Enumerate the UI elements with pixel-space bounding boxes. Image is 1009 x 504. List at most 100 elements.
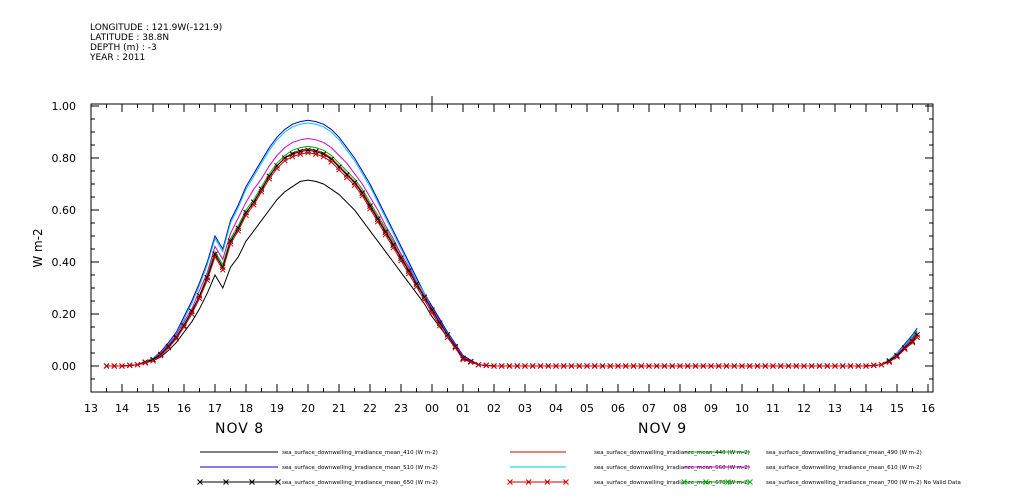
series-marker	[909, 339, 916, 346]
series-marker	[568, 363, 575, 369]
series-marker	[196, 295, 203, 302]
series-marker	[134, 361, 141, 368]
series-marker	[367, 205, 373, 212]
header-year: YEAR : 2011	[89, 53, 145, 63]
series-marker	[560, 363, 567, 369]
series-marker	[615, 363, 621, 369]
series-marker	[312, 151, 319, 157]
series-marker	[343, 174, 350, 181]
series-marker	[398, 255, 404, 261]
series-marker	[305, 147, 311, 154]
series-marker	[886, 359, 893, 365]
y-axis: 1.00 0.80 0.60 0.40 0.20 0.00	[52, 100, 933, 393]
series-marker	[165, 344, 172, 351]
series-marker	[522, 363, 528, 369]
legend-item: sea_surface_downwelling_irradiance_mean_…	[197, 479, 438, 486]
series-marker	[770, 363, 776, 369]
series-marker	[111, 363, 118, 369]
series-marker	[855, 363, 862, 369]
series-marker	[545, 363, 552, 369]
series-marker	[452, 344, 459, 351]
series-line	[106, 149, 918, 367]
series-marker	[336, 164, 342, 170]
series-marker	[328, 159, 335, 165]
x-tick-label: 20	[301, 402, 315, 415]
series-marker	[281, 157, 288, 164]
legend-label: sea_surface_downwelling_irradiance_mean_…	[282, 480, 438, 486]
series-marker	[274, 162, 280, 169]
series-marker	[336, 166, 342, 173]
series-marker	[646, 363, 652, 369]
legend-item: sea_surface_downwelling_irradiance_mean_…	[510, 450, 750, 456]
series-marker	[405, 268, 412, 274]
series-marker	[305, 149, 311, 156]
x-tick-label: 19	[270, 402, 284, 415]
series-marker	[181, 324, 187, 330]
series-marker	[622, 363, 629, 369]
series-marker	[824, 363, 831, 369]
series-marker	[692, 363, 699, 369]
legend-label: sea_surface_downwelling_irradiance_mean_…	[766, 480, 961, 486]
x-tick-label: 14	[859, 402, 873, 415]
series-marker	[909, 338, 916, 345]
series-marker	[173, 335, 180, 342]
series-marker	[599, 363, 606, 369]
x-tick-label: 16	[177, 402, 191, 415]
series-marker	[914, 331, 921, 338]
series-marker	[901, 346, 908, 352]
series-marker	[405, 270, 412, 277]
series-marker	[436, 320, 443, 326]
x-tick-label: 05	[580, 402, 594, 415]
series-marker	[421, 296, 428, 303]
series-marker	[723, 363, 730, 369]
series-marker	[700, 363, 707, 369]
series-marker	[894, 354, 900, 360]
series-marker	[359, 192, 366, 199]
x-tick-label: 01	[456, 402, 470, 415]
series-marker	[312, 148, 319, 155]
series-line	[106, 122, 918, 367]
header-longitude: LONGITUDE : 121.9W(-121.9)	[90, 23, 222, 33]
series-marker	[382, 229, 389, 235]
series-marker	[498, 363, 505, 369]
series-marker	[343, 172, 350, 178]
series-marker	[444, 331, 451, 338]
series-marker	[832, 363, 838, 369]
series-5	[106, 122, 918, 367]
x-tick-label: 09	[704, 402, 718, 415]
series-marker	[398, 257, 404, 264]
series-marker	[754, 363, 761, 369]
series-line	[106, 148, 918, 367]
series-marker	[119, 363, 125, 369]
series-marker	[563, 479, 569, 485]
series-marker	[367, 203, 373, 209]
legend-item: sea_surface_downwelling_irradiance_mean_…	[200, 465, 438, 471]
series-marker	[390, 242, 397, 248]
legend-label: sea_surface_downwelling_irradiance_mean_…	[594, 450, 750, 456]
x-tick-label: 16	[921, 402, 935, 415]
series-marker	[351, 182, 358, 189]
series-marker	[653, 363, 660, 369]
series-marker	[243, 212, 249, 219]
series-marker	[429, 309, 435, 316]
series-marker	[157, 352, 164, 359]
series-marker	[525, 479, 532, 485]
series-marker	[250, 201, 257, 208]
date-label-nov9: NOV 9	[638, 421, 687, 437]
series-marker	[677, 363, 683, 369]
series-marker	[212, 251, 218, 258]
legend-label: sea_surface_downwelling_irradiance_mean_…	[594, 480, 750, 486]
header-block: LONGITUDE : 121.9W(-121.9) LATITUDE : 38…	[89, 23, 222, 63]
header-latitude: LATITUDE : 38.8N	[90, 33, 169, 43]
series-marker	[436, 322, 443, 329]
series-marker	[715, 363, 722, 369]
series-marker	[506, 363, 513, 369]
series-marker	[483, 362, 490, 369]
x-tick-label: 04	[549, 402, 563, 415]
series-marker	[413, 283, 420, 290]
series-marker	[703, 479, 709, 485]
series-marker	[808, 363, 815, 369]
legend-item: sea_surface_downwelling_irradiance_mean_…	[200, 450, 438, 456]
x-tick-label: 15	[890, 402, 904, 415]
